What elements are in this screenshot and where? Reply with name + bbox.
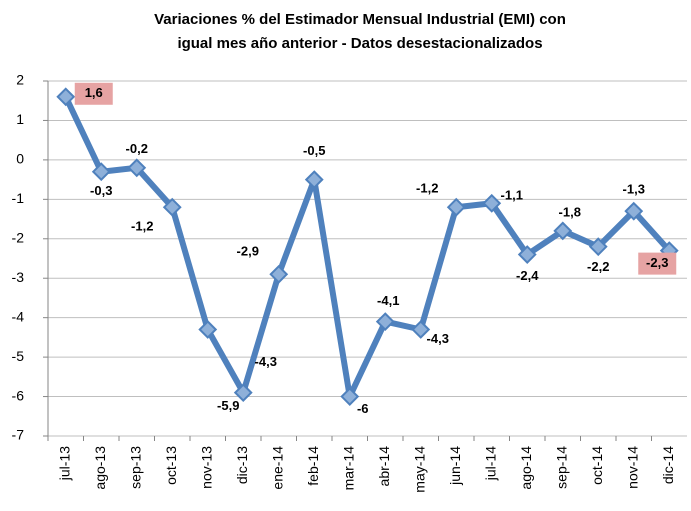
marker	[446, 197, 466, 217]
data-label: -0,3	[90, 183, 112, 198]
x-tick-label: oct-14	[589, 446, 605, 485]
label-box	[638, 252, 677, 275]
data-label: -1,8	[559, 204, 581, 219]
y-tick-label: 2	[16, 72, 24, 88]
y-tick-label: -5	[12, 348, 25, 364]
data-label: -2,2	[587, 259, 609, 274]
marker	[482, 193, 502, 213]
chart-title: Variaciones % del Estimador Mensual Indu…	[154, 11, 566, 28]
data-label: -2,9	[237, 244, 259, 259]
marker	[588, 237, 608, 257]
x-tick-label: feb-14	[305, 446, 321, 486]
data-label: -4,3	[427, 331, 449, 346]
data-label: -4,3	[255, 354, 277, 369]
marker	[340, 387, 360, 406]
x-tick-label: nov-14	[624, 446, 640, 489]
y-tick-label: 1	[16, 111, 24, 127]
x-tick-label: nov-13	[198, 446, 214, 489]
marker	[91, 162, 111, 182]
data-label: -2,3	[646, 255, 668, 270]
marker	[624, 201, 644, 221]
data-label: -2,4	[516, 268, 539, 283]
marker	[375, 312, 395, 332]
y-tick-label: -1	[12, 190, 25, 206]
data-label: 1,6	[85, 85, 103, 100]
x-tick-label: sep-13	[127, 446, 143, 489]
label-box	[74, 82, 113, 105]
data-label: -0,5	[303, 143, 325, 158]
x-tick-label: abr-14	[376, 446, 392, 487]
x-tick-label: dic-14	[660, 446, 676, 484]
marker	[162, 197, 182, 217]
data-label: -1,1	[501, 188, 523, 203]
data-label: -1,3	[623, 182, 645, 197]
data-label: -5,9	[217, 398, 239, 413]
data-label: -1,2	[131, 219, 153, 234]
x-tick-label: jul-13	[56, 446, 72, 481]
y-tick-label: -6	[12, 387, 25, 403]
x-tick-label: ene-14	[269, 446, 285, 490]
marker	[269, 264, 289, 284]
x-tick-label: sep-14	[553, 446, 569, 489]
y-tick-label: -2	[12, 229, 25, 245]
x-tick-label: ago-13	[92, 446, 108, 490]
data-label: -1,2	[416, 181, 438, 196]
x-tick-label: ago-14	[518, 446, 534, 490]
marker	[233, 383, 253, 403]
marker	[553, 221, 573, 241]
x-tick-label: dic-13	[234, 446, 250, 484]
x-tick-label: may-14	[411, 446, 427, 493]
x-tick-label: mar-14	[340, 446, 356, 491]
data-label: -0,2	[126, 141, 148, 156]
x-tick-label: oct-13	[163, 446, 179, 485]
marker	[198, 320, 218, 339]
marker	[304, 170, 324, 190]
data-label: -4,1	[377, 293, 399, 308]
data-label: -6	[357, 401, 369, 416]
marker	[411, 320, 431, 339]
marker	[517, 245, 537, 264]
x-tick-label: jul-14	[482, 446, 498, 481]
y-tick-label: 0	[16, 151, 24, 167]
y-tick-label: -3	[12, 269, 25, 285]
x-tick-label: jun-14	[447, 446, 463, 486]
marker	[127, 158, 147, 178]
y-tick-label: -7	[12, 427, 25, 443]
y-tick-label: -4	[12, 308, 25, 324]
chart-title: igual mes año anterior - Datos desestaci…	[177, 35, 542, 52]
marker	[56, 87, 76, 107]
